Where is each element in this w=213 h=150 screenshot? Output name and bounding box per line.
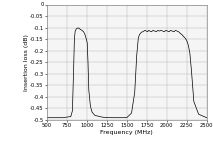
X-axis label: Frequency (MHz): Frequency (MHz) (100, 130, 153, 135)
Y-axis label: Insertion loss (dB): Insertion loss (dB) (24, 34, 29, 91)
